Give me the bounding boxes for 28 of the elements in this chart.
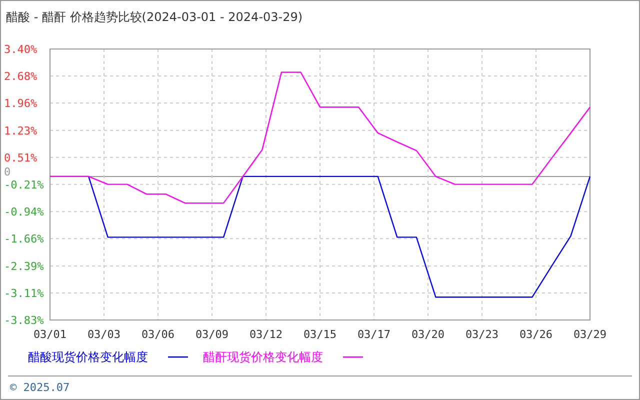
line-series [49, 72, 591, 204]
x-tick-label: 03/09 [195, 328, 229, 341]
x-tick-label: 03/29 [573, 328, 607, 341]
y-tick-label: -0.21% [4, 178, 44, 192]
y-tick-label: -3.11% [4, 287, 44, 300]
x-tick-label: 03/26 [519, 328, 553, 341]
y-tick-label: 1.23% [4, 124, 38, 138]
legend-label: 醋酐现货价格变化幅度 [203, 350, 323, 364]
y-tick-label: -3.83% [4, 314, 44, 327]
y-tick-label: -0.94% [4, 206, 44, 219]
x-tick-label: 03/20 [411, 328, 445, 341]
y-tick-label: -2.39% [4, 260, 44, 274]
x-tick-label: 03/12 [249, 328, 283, 341]
legend-label: 醋酸现货价格变化幅度 [28, 350, 148, 364]
y-tick-label: 0.51% [4, 151, 38, 164]
text: © 2025.07 [10, 381, 70, 394]
x-tick-label: 03/15 [303, 328, 337, 341]
y-tick-label: 2.68% [4, 70, 38, 83]
x-tick-label: 03/03 [87, 328, 121, 341]
x-tick-label: 03/01 [33, 328, 67, 341]
x-tick-label: 03/17 [357, 328, 391, 341]
chart-title: 醋酸 - 醋酐 价格趋势比较(2024-03-01 - 2024-03-29) [6, 10, 303, 24]
x-tick-label: 03/23 [465, 328, 499, 341]
y-tick-label: 3.40% [4, 43, 38, 56]
x-tick-label: 03/06 [141, 328, 175, 341]
y-tick-label: -1.66% [4, 232, 44, 246]
y-tick-label: 0 [4, 165, 11, 178]
y-tick-label: 1.96% [4, 96, 38, 110]
